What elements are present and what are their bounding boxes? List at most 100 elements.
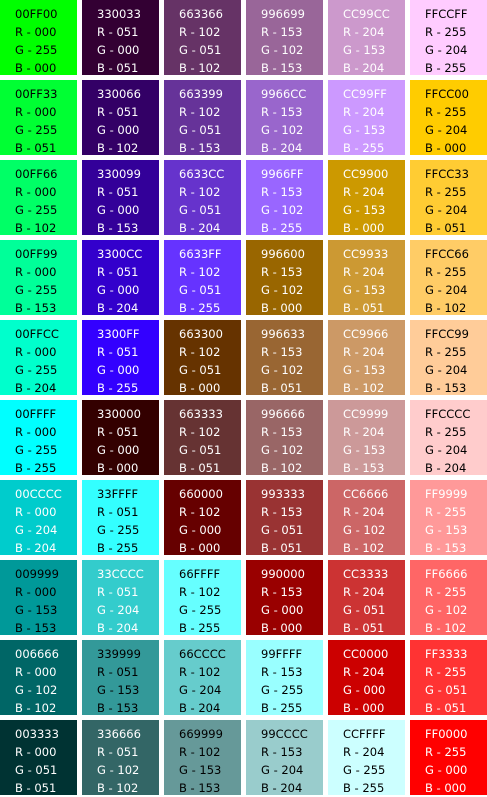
swatch-b-label: B - 051 [15, 141, 57, 155]
swatch-hex-label: 00FFFF [15, 407, 57, 421]
swatch-b-label: B - 204 [261, 141, 303, 155]
swatch-r-label: R - 051 [97, 105, 139, 119]
color-swatch-330066: 330066 R - 051 G - 000 B - 102 [82, 80, 159, 155]
swatch-r-label: R - 102 [179, 265, 221, 279]
swatch-hex-label: 990000 [261, 567, 305, 581]
color-swatch-cc9933: CC9933 R - 204 G - 153 B - 051 [328, 240, 405, 315]
swatch-r-label: R - 204 [343, 105, 385, 119]
swatch-b-label: B - 255 [15, 461, 57, 475]
color-swatch-6633ff: 6633FF R - 102 G - 051 B - 255 [164, 240, 241, 315]
color-swatch-ff9999: FF9999 R - 255 G - 153 B - 153 [410, 480, 487, 555]
color-swatch-9966cc: 9966CC R - 153 G - 102 B - 204 [246, 80, 323, 155]
swatch-b-label: B - 255 [343, 781, 385, 795]
swatch-r-label: R - 102 [179, 585, 221, 599]
swatch-b-label: B - 102 [261, 461, 303, 475]
swatch-hex-label: CC99CC [343, 7, 390, 21]
swatch-r-label: R - 051 [97, 345, 139, 359]
swatch-r-label: R - 102 [179, 105, 221, 119]
swatch-g-label: G - 255 [15, 283, 58, 297]
swatch-g-label: G - 153 [425, 523, 468, 537]
color-swatch-cc99cc: CC99CC R - 204 G - 153 B - 204 [328, 0, 405, 75]
swatch-b-label: B - 204 [15, 541, 57, 555]
swatch-hex-label: CC3333 [343, 567, 389, 581]
swatch-r-label: R - 000 [15, 505, 57, 519]
swatch-b-label: B - 153 [15, 621, 57, 635]
swatch-hex-label: 663333 [179, 407, 223, 421]
swatch-hex-label: 66CCCC [179, 647, 226, 661]
swatch-g-label: G - 102 [261, 443, 304, 457]
swatch-b-label: B - 153 [425, 381, 467, 395]
color-swatch-99ffff: 99FFFF R - 153 G - 255 B - 255 [246, 640, 323, 715]
swatch-hex-label: 00FFCC [15, 327, 59, 341]
swatch-b-label: B - 000 [179, 381, 221, 395]
swatch-b-label: B - 204 [261, 781, 303, 795]
swatch-g-label: G - 204 [179, 683, 222, 697]
swatch-r-label: R - 051 [97, 25, 139, 39]
swatch-g-label: G - 153 [343, 123, 386, 137]
swatch-r-label: R - 051 [97, 665, 139, 679]
color-swatch-996633: 996633 R - 153 G - 102 B - 051 [246, 320, 323, 395]
swatch-g-label: G - 102 [261, 123, 304, 137]
color-swatch-663399: 663399 R - 102 G - 051 B - 153 [164, 80, 241, 155]
swatch-g-label: G - 000 [97, 123, 140, 137]
swatch-b-label: B - 255 [97, 381, 139, 395]
swatch-b-label: B - 255 [425, 61, 467, 75]
swatch-r-label: R - 153 [261, 585, 303, 599]
swatch-r-label: R - 255 [425, 25, 467, 39]
swatch-hex-label: 336666 [97, 727, 141, 741]
swatch-r-label: R - 102 [179, 505, 221, 519]
swatch-hex-label: 00FF66 [15, 167, 58, 181]
swatch-r-label: R - 000 [15, 185, 57, 199]
color-swatch-339999: 339999 R - 051 G - 153 B - 153 [82, 640, 159, 715]
swatch-g-label: G - 051 [261, 523, 304, 537]
swatch-g-label: G - 102 [261, 43, 304, 57]
swatch-b-label: B - 204 [97, 301, 139, 315]
swatch-b-label: B - 000 [343, 701, 385, 715]
swatch-r-label: R - 153 [261, 265, 303, 279]
swatch-g-label: G - 204 [97, 603, 140, 617]
swatch-hex-label: 996633 [261, 327, 305, 341]
swatch-r-label: R - 102 [179, 665, 221, 679]
swatch-r-label: R - 153 [261, 345, 303, 359]
swatch-g-label: G - 204 [15, 523, 58, 537]
color-swatch-663300: 663300 R - 102 G - 051 B - 000 [164, 320, 241, 395]
swatch-hex-label: 00FF00 [15, 7, 58, 21]
swatch-g-label: G - 255 [97, 523, 140, 537]
swatch-g-label: G - 000 [97, 43, 140, 57]
swatch-g-label: G - 255 [15, 43, 58, 57]
swatch-g-label: G - 255 [15, 443, 58, 457]
swatch-b-label: B - 000 [179, 541, 221, 555]
swatch-b-label: B - 153 [179, 141, 221, 155]
swatch-b-label: B - 051 [425, 221, 467, 235]
swatch-b-label: B - 153 [97, 701, 139, 715]
swatch-g-label: G - 153 [343, 443, 386, 457]
color-swatch-669999: 669999 R - 102 G - 153 B - 153 [164, 720, 241, 795]
swatch-hex-label: 6633FF [179, 247, 222, 261]
swatch-g-label: G - 000 [97, 363, 140, 377]
swatch-hex-label: FFCC33 [425, 167, 469, 181]
swatch-b-label: B - 051 [261, 541, 303, 555]
swatch-g-label: G - 000 [343, 683, 386, 697]
swatch-r-label: R - 204 [343, 265, 385, 279]
color-swatch-009999: 009999 R - 000 G - 153 B - 153 [0, 560, 77, 635]
swatch-b-label: B - 153 [97, 221, 139, 235]
swatch-b-label: B - 102 [179, 61, 221, 75]
swatch-b-label: B - 102 [15, 221, 57, 235]
swatch-g-label: G - 102 [343, 523, 386, 537]
swatch-g-label: G - 102 [15, 683, 58, 697]
swatch-r-label: R - 051 [97, 425, 139, 439]
swatch-r-label: R - 000 [15, 425, 57, 439]
swatch-hex-label: 669999 [179, 727, 223, 741]
swatch-b-label: B - 153 [343, 461, 385, 475]
swatch-hex-label: 00FF33 [15, 87, 58, 101]
swatch-r-label: R - 102 [179, 345, 221, 359]
swatch-b-label: B - 153 [15, 301, 57, 315]
swatch-hex-label: 996699 [261, 7, 305, 21]
color-swatch-330099: 330099 R - 051 G - 000 B - 153 [82, 160, 159, 235]
swatch-r-label: R - 204 [343, 425, 385, 439]
swatch-g-label: G - 153 [343, 203, 386, 217]
swatch-g-label: G - 051 [179, 363, 222, 377]
swatch-hex-label: 33FFFF [97, 487, 139, 501]
swatch-r-label: R - 000 [15, 745, 57, 759]
swatch-g-label: G - 255 [15, 363, 58, 377]
